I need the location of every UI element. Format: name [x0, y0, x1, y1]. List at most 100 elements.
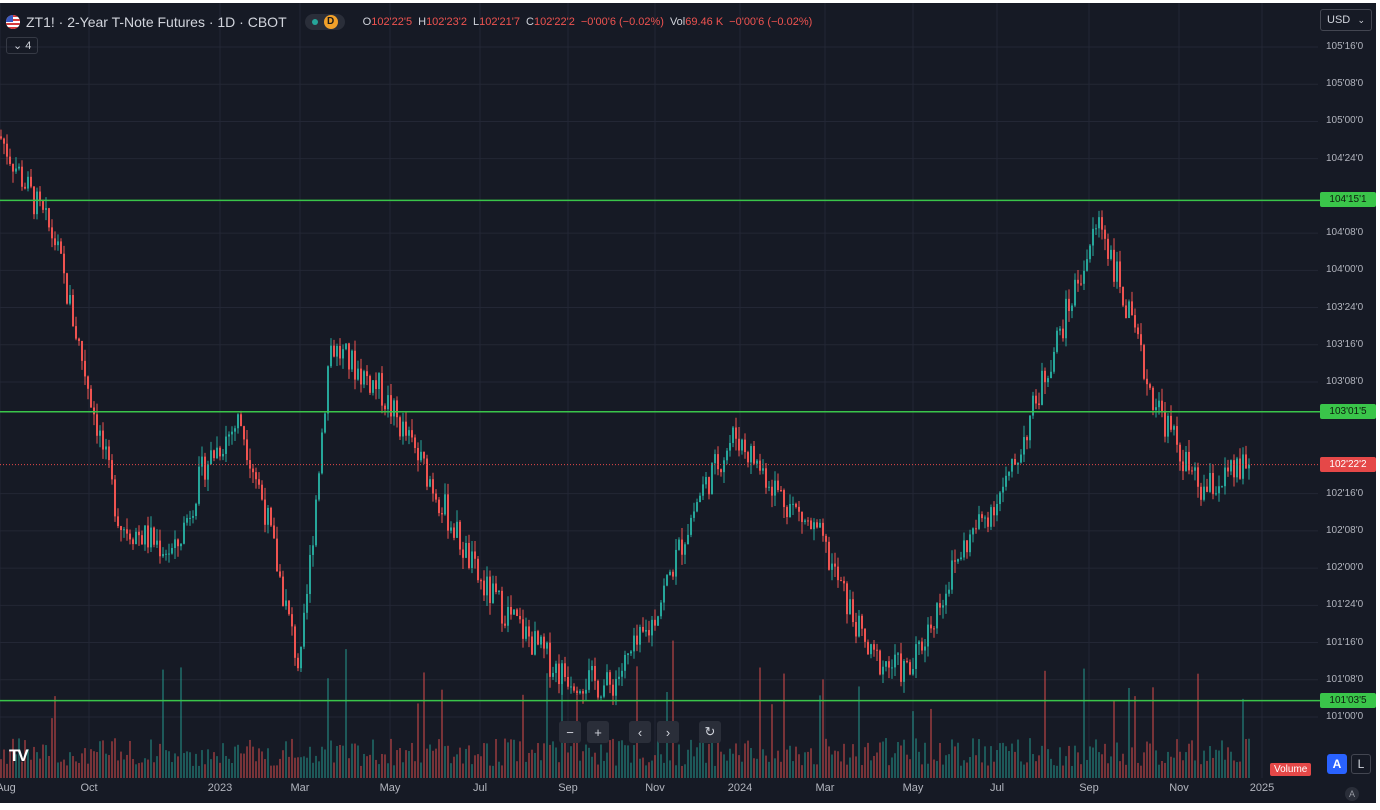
level-price-tag[interactable]: 103'01'5 — [1320, 403, 1376, 419]
volume-bar — [1242, 698, 1244, 778]
candle-body — [81, 340, 83, 361]
axis-settings-button[interactable]: A — [1345, 787, 1359, 801]
volume-bar — [1086, 759, 1088, 778]
candle-body — [813, 522, 815, 530]
candle-body — [576, 690, 578, 694]
volume-bar — [687, 749, 689, 778]
chart-plot[interactable] — [0, 3, 1376, 803]
candle-body — [921, 641, 923, 651]
volume-bar — [111, 741, 113, 778]
volume-bar — [1044, 670, 1046, 778]
reset-chart-button[interactable]: ↻ — [699, 721, 721, 743]
candle-body — [366, 371, 368, 377]
level-price-tag[interactable]: 104'15'1 — [1320, 192, 1376, 208]
zoom-in-button[interactable]: + — [587, 721, 609, 743]
volume-bar — [219, 762, 221, 778]
low-value: 102'21'7 — [479, 16, 520, 28]
volume-bar — [183, 753, 185, 778]
volume-bar — [117, 760, 119, 778]
candle-body — [279, 571, 281, 577]
volume-bar — [894, 753, 896, 778]
scroll-right-button[interactable]: › — [657, 721, 679, 743]
volume-bar — [942, 764, 944, 778]
volume-indicator-tag[interactable]: Volume — [1270, 763, 1312, 776]
time-tick-label: Jul — [472, 782, 488, 794]
scroll-left-button[interactable]: ‹ — [629, 721, 651, 743]
volume-bar — [204, 764, 206, 778]
tradingview-logo[interactable]: TV — [9, 746, 29, 765]
zoom-out-button[interactable]: − — [559, 721, 581, 743]
candle-body — [1182, 461, 1184, 472]
volume-bar — [642, 757, 644, 778]
level-price-tag[interactable]: 101'03'5 — [1320, 692, 1376, 708]
volume-bar — [1215, 749, 1217, 778]
candle-body — [396, 400, 398, 418]
volume-bar — [774, 758, 776, 778]
candle-body — [453, 527, 455, 538]
volume-bar — [1197, 673, 1199, 778]
currency-selector[interactable]: USD ⌄ — [1320, 9, 1372, 31]
volume-bar — [315, 755, 317, 778]
candle-body — [1014, 459, 1016, 465]
candle-body — [168, 553, 170, 555]
volume-bar — [135, 764, 137, 778]
chart-frame[interactable]: ZT1! · 2-Year T-Note Futures · 1D · CBOT… — [0, 3, 1376, 803]
candle-body — [996, 504, 998, 516]
candle-body — [642, 626, 644, 632]
volume-bar — [330, 740, 332, 778]
candle-body — [720, 469, 722, 473]
candle-body — [1038, 403, 1040, 405]
volume-bar — [972, 738, 974, 778]
candle-body — [840, 580, 842, 582]
volume-bar — [336, 746, 338, 778]
indicators-toggle-button[interactable]: ⌄ 4 — [6, 37, 39, 54]
volume-bar — [342, 745, 344, 778]
candle-body — [282, 576, 284, 607]
symbol-title[interactable]: ZT1! · 2-Year T-Note Futures · 1D · CBOT — [26, 14, 287, 30]
volume-bar — [21, 761, 23, 778]
volume-bar — [1077, 752, 1079, 778]
candle-body — [711, 463, 713, 495]
candle-body — [504, 623, 506, 626]
candle-body — [786, 507, 788, 518]
candle-body — [549, 642, 551, 677]
candle-body — [621, 670, 623, 677]
volume-bar — [591, 756, 593, 778]
candle-body — [222, 453, 224, 457]
candle-body — [63, 253, 65, 274]
volume-bar — [1101, 754, 1103, 778]
candle-body — [249, 460, 251, 469]
candle-body — [339, 345, 341, 359]
auto-scale-button[interactable]: A — [1327, 754, 1347, 774]
candle-body — [741, 439, 743, 451]
candle-body — [738, 438, 740, 451]
candle-body — [855, 622, 857, 637]
volume-bar — [519, 741, 521, 778]
candle-body — [471, 551, 473, 568]
volume-bar — [1029, 738, 1031, 778]
candle-body — [114, 479, 116, 517]
candle-body — [24, 186, 26, 189]
candle-body — [309, 554, 311, 594]
candle-body — [951, 560, 953, 590]
volume-bar — [861, 765, 863, 778]
price-tick-label: 104'24'0 — [1326, 152, 1364, 164]
candle-body — [987, 517, 989, 527]
candle-body — [654, 619, 656, 626]
price-tick-label: 105'16'0 — [1326, 41, 1364, 52]
volume-bar — [1041, 745, 1043, 778]
candle-body — [570, 686, 572, 688]
log-scale-button[interactable]: L — [1351, 754, 1371, 774]
candle-body — [666, 575, 668, 586]
candle-body — [18, 166, 20, 169]
candle-body — [630, 651, 632, 654]
volume-bar — [1053, 765, 1055, 778]
candle-body — [1080, 283, 1082, 285]
market-status-pill[interactable]: D — [304, 14, 345, 30]
candle-body — [789, 503, 791, 518]
candle-body — [501, 590, 503, 624]
volume-bar — [213, 752, 215, 778]
volume-bar — [1059, 747, 1061, 778]
volume-bar — [705, 762, 707, 778]
candle-body — [843, 580, 845, 584]
